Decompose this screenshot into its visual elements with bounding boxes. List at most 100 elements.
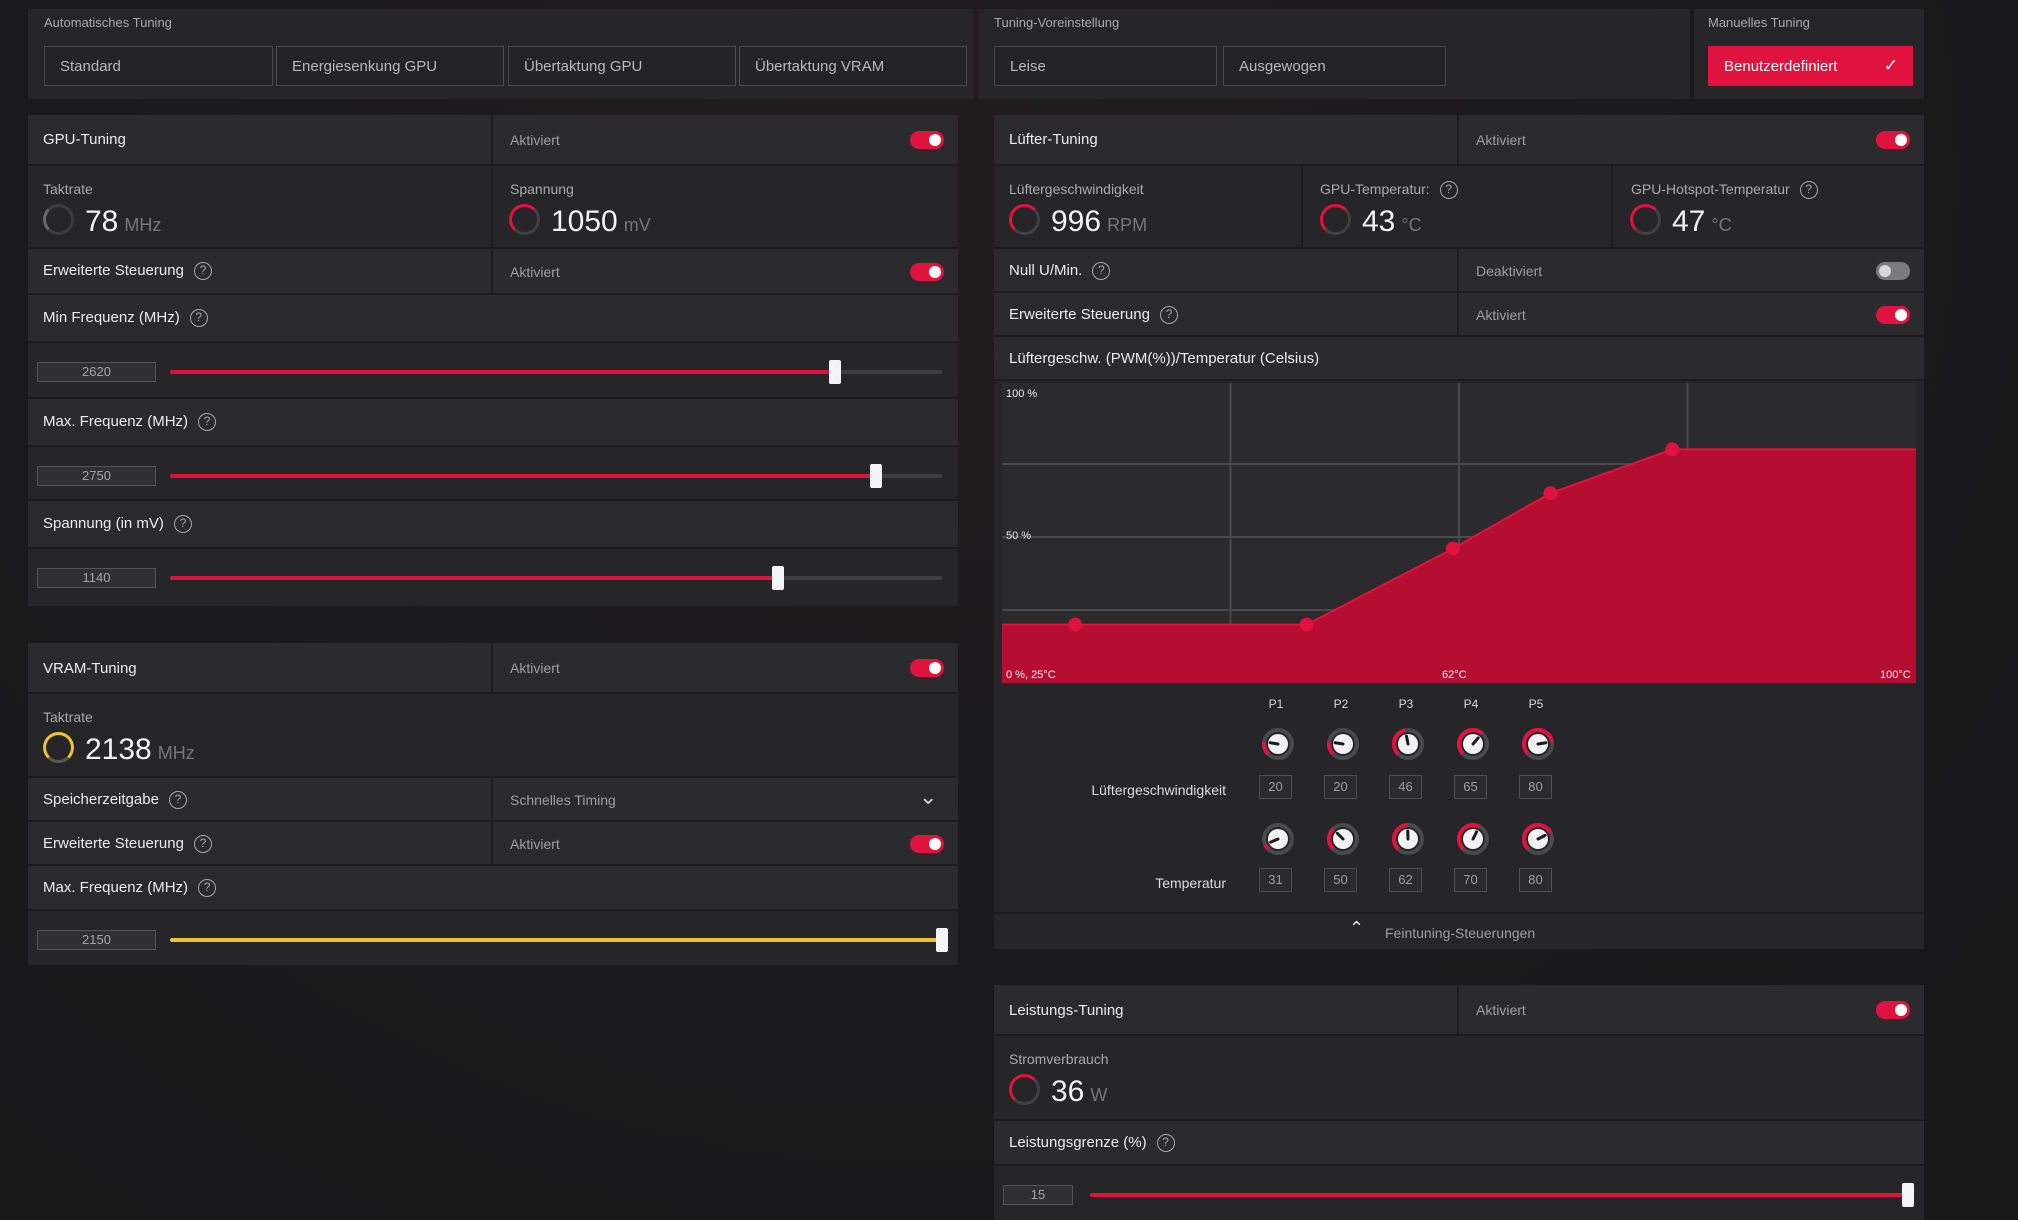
fan-curve-chart[interactable]: 100 % 50 % 0 %, 25°C 62°C 100°C bbox=[1002, 383, 1916, 683]
fan-curve-svg[interactable]: 100 % 50 % 0 %, 25°C 62°C 100°C bbox=[1002, 383, 1916, 683]
zero-rpm-toggle[interactable] bbox=[1876, 262, 1910, 280]
help-icon[interactable]: ? bbox=[168, 791, 187, 809]
help-icon[interactable]: ? bbox=[193, 835, 212, 853]
knob-arc bbox=[1327, 827, 1335, 851]
fan-tuning-header: Lüfter-Tuning Aktiviert bbox=[994, 115, 1924, 166]
power-limit-input[interactable]: 15 bbox=[1003, 1185, 1073, 1205]
temperature-knob-p1[interactable] bbox=[1261, 822, 1295, 856]
speed-value-p3[interactable]: 46 bbox=[1389, 775, 1422, 799]
help-icon[interactable]: ? bbox=[1156, 1134, 1175, 1152]
vram-max-freq-thumb[interactable] bbox=[936, 928, 948, 952]
vram-timing-row: Speicherzeitgabe? Schnelles Timing ⌄ bbox=[28, 778, 958, 822]
fan-curve-points[interactable] bbox=[1068, 442, 1680, 632]
curve-point-p2[interactable] bbox=[1299, 617, 1314, 632]
fine-tuning-label: Feintuning-Steuerungen bbox=[1385, 925, 1536, 941]
power-usage-gauge-icon bbox=[1009, 1074, 1040, 1105]
help-icon[interactable]: ? bbox=[173, 515, 192, 533]
hotspot-temp-value: 47 °C bbox=[1672, 205, 1732, 239]
temperature-knob-p5[interactable] bbox=[1521, 822, 1555, 856]
fine-tuning-toggle-row[interactable]: ⌃ Feintuning-Steuerungen bbox=[994, 912, 1924, 949]
preset-balanced-button[interactable]: Ausgewogen bbox=[1223, 46, 1446, 86]
gpu-tuning-toggle[interactable] bbox=[910, 131, 944, 149]
gpu-max-freq-input[interactable]: 2750 bbox=[37, 466, 156, 486]
temperature-value-p1[interactable]: 31 bbox=[1259, 868, 1292, 892]
gpu-temp-number: 43 bbox=[1362, 205, 1396, 238]
speed-knob-p2[interactable] bbox=[1326, 727, 1360, 761]
vram-timing-dropdown[interactable]: Schnelles Timing ⌄ bbox=[493, 778, 958, 820]
temperature-knob-p2[interactable] bbox=[1326, 822, 1360, 856]
help-icon[interactable]: ? bbox=[1159, 306, 1178, 324]
vram-tuning-title: VRAM-Tuning bbox=[43, 660, 137, 677]
divider bbox=[491, 778, 493, 820]
speed-knob-p4[interactable] bbox=[1456, 727, 1490, 761]
vram-max-freq-slider[interactable] bbox=[170, 928, 948, 952]
curve-point-p4[interactable] bbox=[1543, 486, 1558, 501]
gpu-min-freq-slider-row: 2620 bbox=[28, 343, 958, 399]
gpu-voltage-slider[interactable] bbox=[170, 566, 942, 590]
curve-point-p5[interactable] bbox=[1665, 442, 1680, 457]
gpu-max-freq-thumb[interactable] bbox=[869, 464, 882, 488]
fan-curve-title-row: Lüftergeschw. (PWM(%))/Temperatur (Celsi… bbox=[994, 337, 1924, 381]
fan-tuning-toggle[interactable] bbox=[1876, 131, 1910, 149]
curve-point-p1[interactable] bbox=[1068, 617, 1083, 632]
temperature-value-p4[interactable]: 70 bbox=[1454, 868, 1487, 892]
hotspot-temp-unit: °C bbox=[1711, 215, 1732, 235]
help-icon[interactable]: ? bbox=[1439, 181, 1458, 199]
preset-standard-button[interactable]: Standard bbox=[44, 46, 273, 86]
temperature-knob-p4[interactable] bbox=[1456, 822, 1490, 856]
preset-energy-saving-button[interactable]: Energiesenkung GPU bbox=[276, 46, 504, 86]
power-tuning-title: Leistungs-Tuning bbox=[1009, 1002, 1124, 1019]
help-icon[interactable]: ? bbox=[189, 309, 208, 327]
speed-value-p1[interactable]: 20 bbox=[1259, 775, 1292, 799]
speed-knob-p3[interactable] bbox=[1391, 727, 1425, 761]
help-icon[interactable]: ? bbox=[193, 262, 212, 280]
gpu-max-freq-slider[interactable] bbox=[170, 464, 942, 488]
knob-pointer bbox=[1268, 741, 1280, 746]
gpu-voltage-input[interactable]: 1140 bbox=[37, 568, 156, 588]
power-limit-row: Leistungsgrenze (%)? bbox=[994, 1121, 1924, 1166]
fan-advanced-toggle[interactable] bbox=[1876, 306, 1910, 324]
gpu-voltage-number: 1050 bbox=[551, 205, 618, 238]
curve-point-p3[interactable] bbox=[1445, 541, 1460, 556]
manual-tuning-panel: Manuelles Tuning Benutzerdefiniert ✓ bbox=[1694, 9, 1924, 99]
vram-advanced-toggle[interactable] bbox=[910, 835, 944, 853]
power-limit-thumb[interactable] bbox=[1902, 1183, 1914, 1207]
gpu-min-freq-slider[interactable] bbox=[170, 360, 942, 384]
gpu-voltage-thumb[interactable] bbox=[772, 566, 785, 590]
divider bbox=[491, 166, 493, 247]
fan-speed-value: 996 RPM bbox=[1051, 205, 1147, 239]
power-tuning-toggle[interactable] bbox=[1876, 1001, 1910, 1019]
help-icon[interactable]: ? bbox=[198, 879, 217, 897]
gpu-min-freq-input[interactable]: 2620 bbox=[37, 362, 156, 382]
help-icon[interactable]: ? bbox=[1092, 262, 1111, 280]
temperature-knob-p3[interactable] bbox=[1391, 822, 1425, 856]
speed-value-p2[interactable]: 20 bbox=[1324, 775, 1357, 799]
knob-pointer bbox=[1536, 833, 1547, 841]
gpu-temp-unit: °C bbox=[1401, 215, 1422, 235]
temperature-value-p5[interactable]: 80 bbox=[1519, 868, 1552, 892]
help-icon[interactable]: ? bbox=[198, 413, 217, 431]
chart-label-x-mid: 62°C bbox=[1442, 669, 1467, 681]
gpu-temp-value: 43 °C bbox=[1362, 205, 1422, 239]
preset-gpu-overclock-button[interactable]: Übertaktung GPU bbox=[508, 46, 736, 86]
speed-value-p5[interactable]: 80 bbox=[1519, 775, 1552, 799]
point-label-p2: P2 bbox=[1333, 697, 1349, 711]
preset-quiet-button[interactable]: Leise bbox=[994, 46, 1217, 86]
power-metrics-row: Stromverbrauch 36 W bbox=[994, 1036, 1924, 1121]
gpu-min-freq-thumb[interactable] bbox=[828, 360, 841, 384]
custom-preset-button[interactable]: Benutzerdefiniert ✓ bbox=[1708, 46, 1913, 86]
help-icon[interactable]: ? bbox=[1799, 181, 1818, 199]
manual-tuning-label: Manuelles Tuning bbox=[1708, 15, 1810, 30]
power-limit-slider[interactable] bbox=[1090, 1183, 1914, 1207]
knob-pointer bbox=[1335, 831, 1345, 841]
speed-value-p4[interactable]: 65 bbox=[1454, 775, 1487, 799]
speed-knob-p5[interactable] bbox=[1521, 727, 1555, 761]
vram-max-freq-input[interactable]: 2150 bbox=[37, 930, 156, 950]
temperature-value-p3[interactable]: 62 bbox=[1389, 868, 1422, 892]
preset-vram-overclock-button[interactable]: Übertaktung VRAM bbox=[739, 46, 967, 86]
speed-knob-p1[interactable] bbox=[1261, 727, 1295, 761]
gpu-advanced-toggle[interactable] bbox=[910, 263, 944, 281]
temperature-value-p2[interactable]: 50 bbox=[1324, 868, 1357, 892]
power-usage-unit: W bbox=[1090, 1085, 1108, 1105]
vram-tuning-toggle[interactable] bbox=[910, 659, 944, 677]
